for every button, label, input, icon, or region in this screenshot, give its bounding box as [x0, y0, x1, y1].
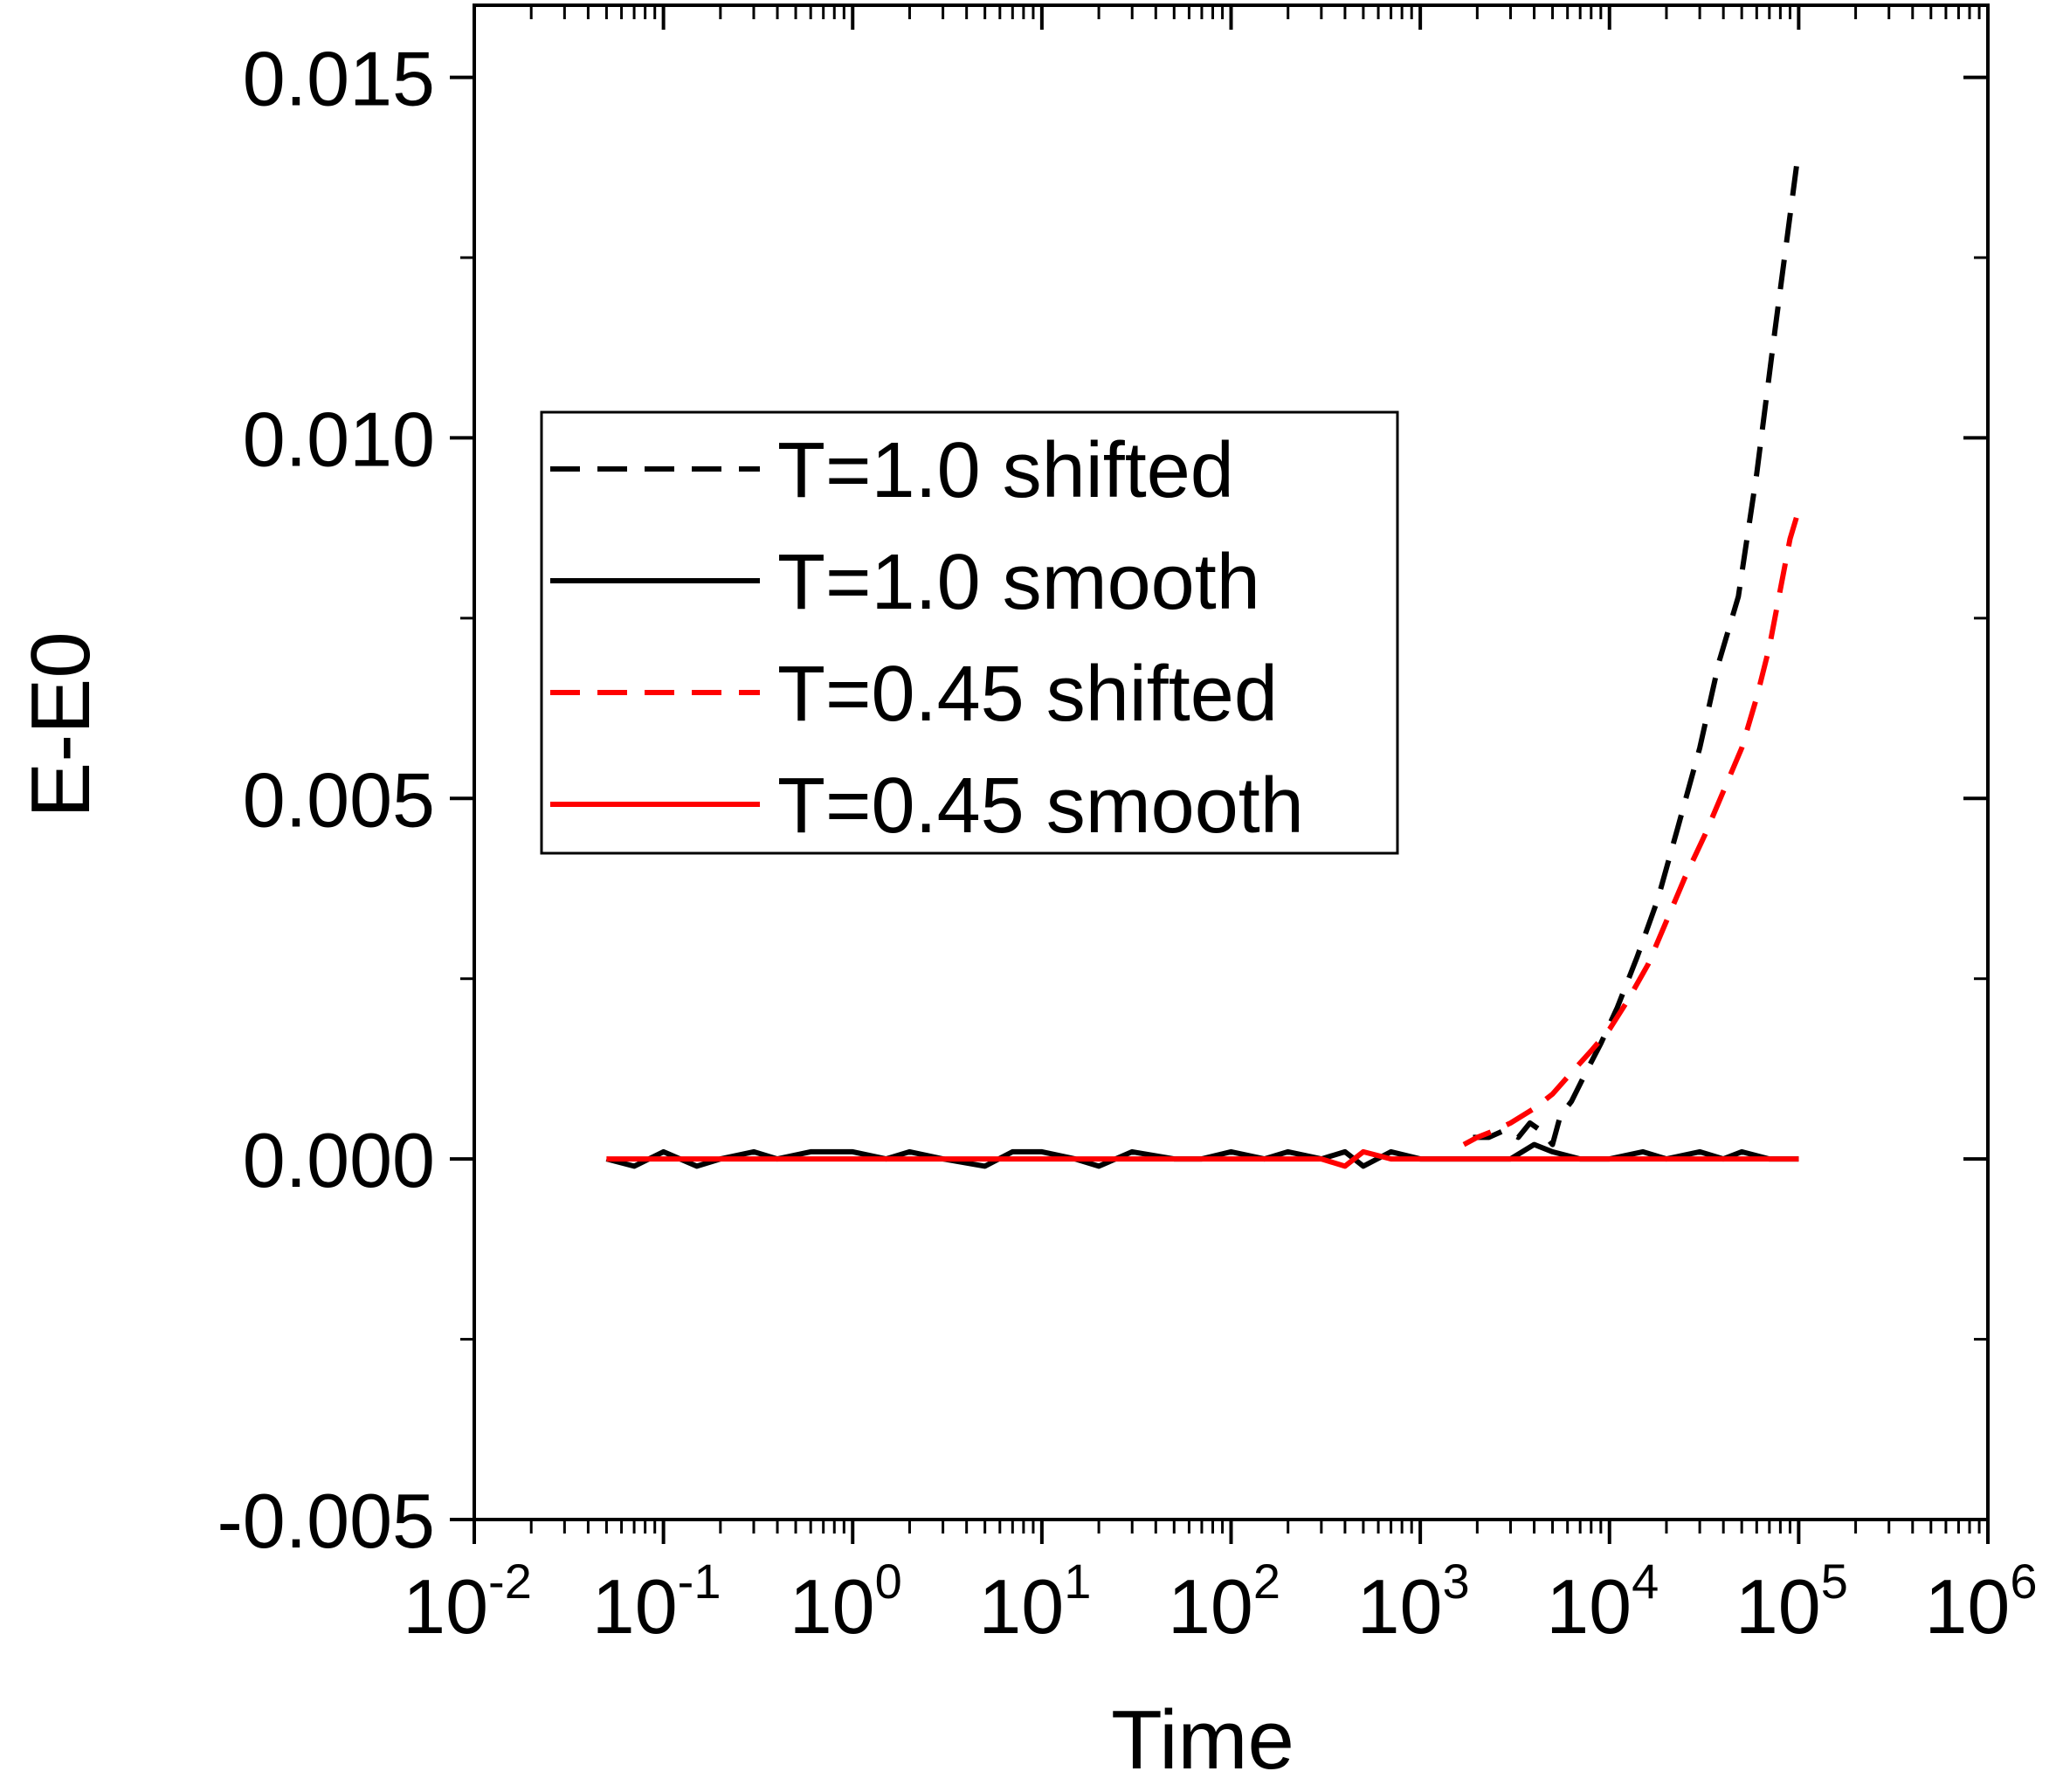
legend-label: T=0.45 shifted [777, 651, 1278, 738]
x-tick-label: 102 [1168, 1554, 1280, 1650]
legend-label: T=1.0 smooth [777, 539, 1260, 626]
y-tick-label: -0.005 [217, 1478, 435, 1564]
y-tick-label: 0.010 [243, 396, 435, 482]
legend-label: T=1.0 shifted [777, 427, 1234, 514]
x-tick-label: 100 [790, 1554, 902, 1650]
series-line-t-1-0-shifted [1473, 148, 1802, 1148]
x-tick-label: 10-1 [592, 1554, 721, 1650]
series-line-t-0-45-shifted [1462, 509, 1802, 1148]
legend-box [540, 410, 1399, 855]
x-tick-label: 106 [1924, 1554, 2037, 1650]
x-tick-label: 103 [1357, 1554, 1470, 1650]
x-tick-label: 101 [978, 1554, 1091, 1650]
x-tick-label: 10-2 [403, 1554, 532, 1650]
legend: T=1.0 shifted T=1.0 smooth T=0.45 shifted T… [540, 410, 1399, 855]
y-tick-label: 0.015 [243, 36, 435, 122]
y-tick-label: 0.005 [243, 756, 435, 843]
series-line-t-0-45-smooth [606, 1148, 1799, 1169]
series-layer [605, 148, 1802, 1169]
y-tick-label: 0.000 [243, 1117, 435, 1203]
y-axis-title: E-E0 [14, 631, 107, 817]
x-axis-title: Time [1111, 1693, 1294, 1787]
x-tick-label: 105 [1735, 1554, 1848, 1650]
x-tick-label: 104 [1546, 1554, 1659, 1650]
series-line-t-1-0-smooth [605, 1141, 1799, 1169]
axes-layer: 10-2 10-1 100 101 102 103 104 105 106 -0.005 0.000… [217, 3, 2038, 1650]
legend-label: T=0.45 smooth [777, 762, 1304, 850]
